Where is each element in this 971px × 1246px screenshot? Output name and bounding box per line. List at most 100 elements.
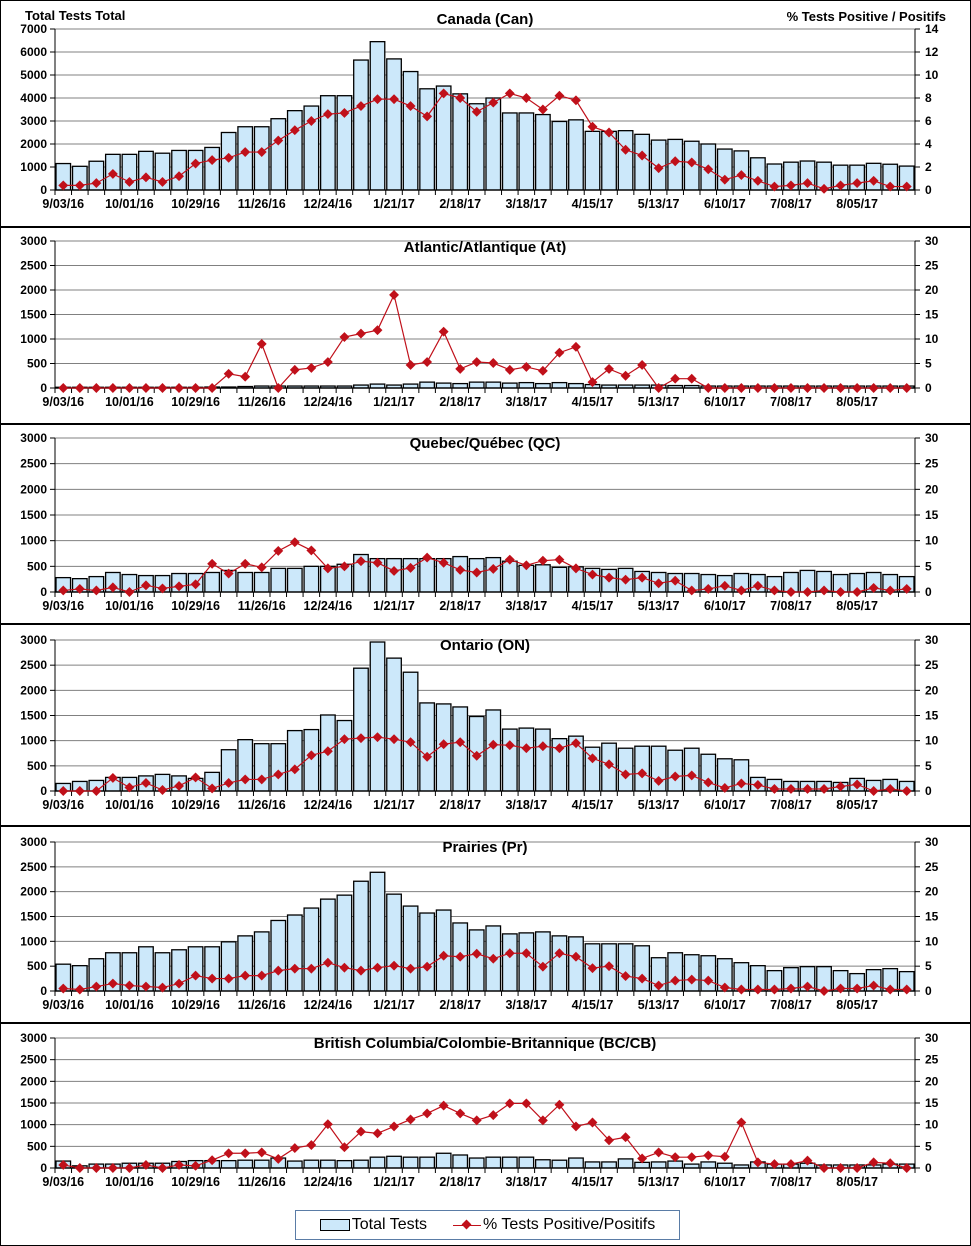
- data-point-marker: [141, 981, 151, 992]
- legend-label-total-tests: Total Tests: [351, 1216, 428, 1233]
- bar: [303, 1159, 320, 1169]
- data-point-marker: [322, 957, 333, 968]
- bar: [286, 567, 303, 593]
- panel-title: Quebec/Québec (QC): [410, 435, 561, 452]
- y-tick-label: 5000: [20, 68, 47, 82]
- data-point-marker: [670, 373, 681, 384]
- data-point-marker: [405, 737, 416, 748]
- bar: [518, 381, 535, 389]
- data-point-marker: [686, 770, 697, 781]
- data-point-marker: [438, 557, 449, 568]
- bar: [253, 571, 270, 593]
- data-point-marker: [868, 175, 879, 186]
- data-point-marker: [703, 975, 714, 986]
- bar: [336, 894, 353, 992]
- y2-tick-label: 20: [925, 885, 939, 899]
- data-point-marker: [719, 982, 730, 993]
- y-tick-label: 500: [27, 357, 47, 371]
- data-point-marker: [571, 563, 581, 574]
- bar: [551, 1159, 568, 1169]
- data-point-marker: [58, 983, 69, 994]
- data-point-marker: [670, 156, 681, 167]
- bar: [336, 719, 353, 792]
- y-tick-label: 2000: [20, 1074, 47, 1088]
- x-tick-label: 7/08/17: [770, 599, 812, 613]
- panel-title: British Columbia/Colombie-Britannique (B…: [314, 1035, 657, 1052]
- data-point-marker: [786, 784, 796, 794]
- data-point-marker: [289, 764, 300, 775]
- y2-tick-label: 5: [925, 1139, 932, 1153]
- bar: [303, 565, 320, 593]
- data-point-marker: [141, 580, 151, 591]
- data-point-marker: [438, 739, 449, 750]
- data-point-marker: [554, 347, 565, 358]
- bar: [220, 941, 237, 992]
- y-tick-label: 3000: [20, 633, 47, 647]
- data-point-marker: [571, 95, 581, 106]
- bar: [270, 567, 287, 593]
- y-tick-label: 2000: [20, 137, 47, 151]
- y-axis-title: Total Tests Total: [25, 8, 125, 23]
- bar: [369, 871, 386, 992]
- bar: [584, 1161, 601, 1169]
- y-tick-label: 3000: [20, 835, 47, 849]
- data-point-marker: [273, 1153, 284, 1164]
- x-tick-label: 11/26/16: [238, 798, 286, 812]
- data-point-marker: [240, 970, 251, 981]
- x-tick-label: 3/18/17: [505, 599, 547, 613]
- data-point-marker: [653, 775, 664, 786]
- y2-tick-label: 15: [925, 1096, 939, 1110]
- data-point-marker: [124, 587, 135, 597]
- data-point-marker: [686, 157, 697, 168]
- bar: [485, 709, 502, 792]
- data-point-marker: [537, 104, 548, 115]
- bar: [700, 1161, 717, 1169]
- bar: [518, 112, 535, 191]
- data-point-marker: [157, 583, 168, 594]
- data-point-marker: [885, 1158, 896, 1169]
- data-point-marker: [703, 1150, 714, 1161]
- data-point-marker: [471, 1115, 482, 1126]
- x-tick-label: 4/15/17: [572, 998, 614, 1012]
- x-tick-label: 6/10/17: [704, 197, 746, 211]
- data-point-marker: [885, 181, 896, 192]
- data-point-marker: [637, 150, 648, 161]
- data-point-marker: [637, 360, 648, 370]
- data-point-marker: [107, 582, 118, 593]
- data-point-marker: [74, 1163, 85, 1173]
- y-tick-label: 1000: [20, 734, 47, 748]
- bar: [237, 126, 254, 191]
- bar: [419, 557, 436, 593]
- x-tick-label: 3/18/17: [505, 197, 547, 211]
- data-point-marker: [868, 1157, 879, 1168]
- panel-title: Prairies (Pr): [442, 839, 527, 856]
- bar: [551, 120, 568, 191]
- data-point-marker: [587, 377, 598, 388]
- data-point-marker: [802, 383, 813, 393]
- bar: [138, 150, 154, 191]
- bar: [286, 914, 303, 992]
- data-point-marker: [686, 974, 697, 985]
- data-point-marker: [240, 1148, 251, 1159]
- y-tick-label: 1000: [20, 934, 47, 948]
- data-point-marker: [686, 585, 697, 596]
- bar: [634, 945, 651, 992]
- data-point-marker: [471, 357, 482, 367]
- x-tick-label: 9/03/16: [42, 197, 84, 211]
- data-point-marker: [620, 1132, 631, 1143]
- data-point-marker: [554, 1099, 565, 1110]
- bar: [386, 657, 402, 792]
- y-tick-label: 1000: [20, 332, 47, 346]
- data-point-marker: [273, 383, 284, 393]
- x-tick-label: 9/03/16: [42, 998, 84, 1012]
- data-point-marker: [802, 981, 813, 992]
- data-point-marker: [405, 963, 416, 974]
- data-point-marker: [107, 168, 118, 179]
- data-point-marker: [488, 563, 499, 574]
- data-point-marker: [537, 555, 548, 566]
- data-point-marker: [422, 552, 433, 563]
- x-tick-label: 8/05/17: [836, 599, 878, 613]
- x-tick-label: 1/21/17: [373, 1175, 415, 1189]
- data-point-marker: [389, 566, 399, 576]
- data-point-marker: [819, 784, 829, 794]
